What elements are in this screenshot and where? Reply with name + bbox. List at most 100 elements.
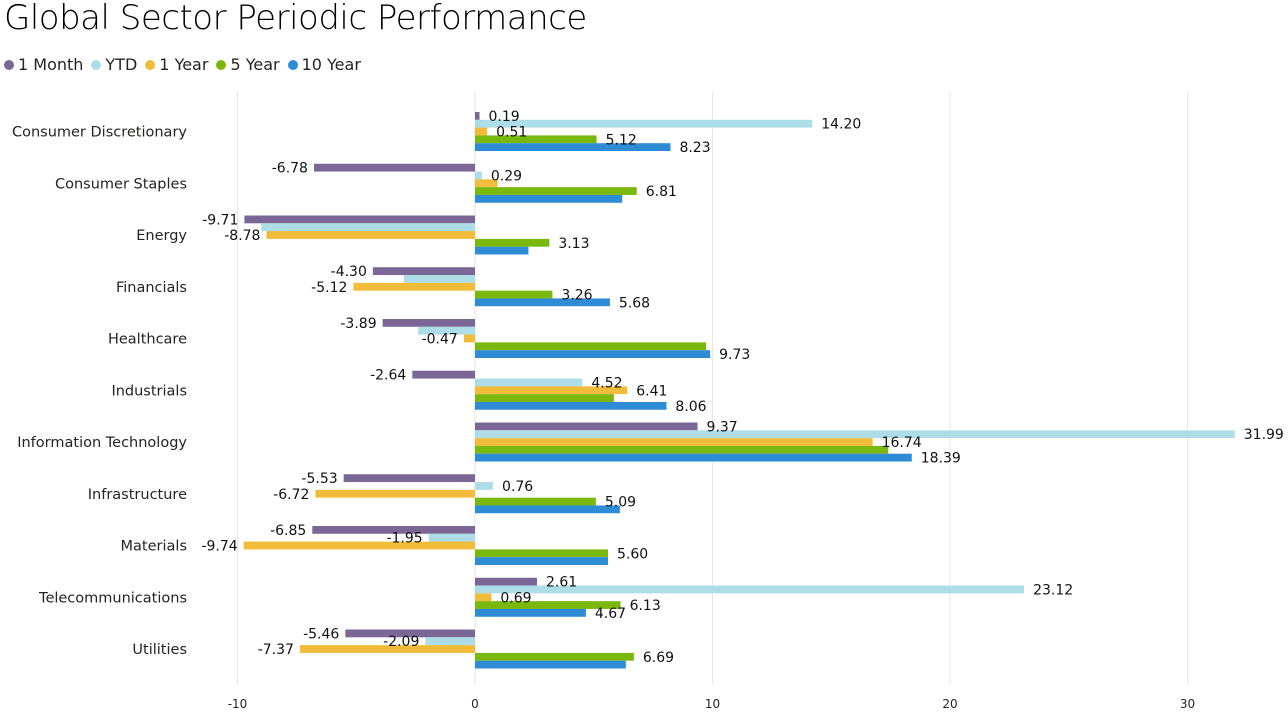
bar[interactable]	[475, 660, 626, 669]
bar[interactable]	[475, 378, 583, 387]
bar[interactable]	[475, 342, 707, 351]
category-label: Telecommunications	[38, 590, 187, 606]
bar[interactable]	[475, 438, 873, 446]
bar[interactable]	[345, 629, 475, 638]
category-label: Consumer Staples	[55, 176, 187, 192]
bar[interactable]	[475, 290, 553, 299]
bar[interactable]	[418, 326, 475, 335]
bar[interactable]	[475, 601, 621, 609]
bar[interactable]	[475, 430, 1235, 439]
bar[interactable]	[475, 608, 586, 617]
bar[interactable]	[475, 238, 550, 247]
bar[interactable]	[299, 645, 475, 653]
bar[interactable]	[475, 386, 628, 395]
data-label: -3.89	[340, 316, 376, 332]
x-tick-label: 10	[705, 697, 720, 711]
data-label: 23.12	[1033, 582, 1073, 598]
category-label: Financials	[116, 280, 187, 296]
category-label: Consumer Discretionary	[12, 125, 187, 141]
bar[interactable]	[475, 135, 597, 144]
bar[interactable]	[266, 231, 475, 239]
bar[interactable]	[475, 298, 610, 307]
data-label: 3.26	[561, 288, 592, 304]
bar[interactable]	[475, 127, 488, 136]
legend-marker-1-year	[145, 59, 156, 70]
data-label: -6.78	[272, 161, 308, 177]
bar[interactable]	[475, 549, 608, 558]
category-label: Utilities	[132, 642, 187, 658]
bar[interactable]	[475, 194, 623, 203]
legend-item-1-year[interactable]: 1 Year	[145, 55, 208, 74]
bar[interactable]	[475, 585, 1025, 594]
category-label: Energy	[136, 228, 187, 244]
bar[interactable]	[475, 557, 608, 565]
data-label: 5.12	[606, 132, 637, 148]
legend-item-5-year[interactable]: 5 Year	[216, 55, 280, 74]
legend-item-10-year[interactable]: 10 Year	[287, 55, 361, 74]
bar[interactable]	[353, 282, 475, 291]
bar[interactable]	[343, 474, 475, 483]
data-label: 4.52	[591, 375, 622, 391]
data-label: 0.19	[489, 109, 520, 125]
data-label: -2.64	[370, 368, 406, 384]
data-label: -9.71	[202, 212, 238, 228]
bar[interactable]	[475, 505, 620, 514]
bar[interactable]	[475, 652, 634, 661]
legend-label-1-month: 1 Month	[18, 55, 84, 74]
legend-marker-1-month	[4, 59, 14, 70]
data-label: 5.68	[619, 295, 650, 311]
bar[interactable]	[425, 637, 475, 646]
data-label: 0.76	[502, 479, 533, 495]
data-label: 6.41	[636, 383, 667, 399]
data-label: -6.72	[273, 487, 309, 503]
legend-item-1-month[interactable]: 1 Month	[4, 55, 83, 74]
bar[interactable]	[475, 453, 912, 462]
bar[interactable]	[475, 593, 492, 602]
bar[interactable]	[382, 319, 475, 327]
legend-item-ytd[interactable]: YTD	[91, 55, 137, 74]
bar[interactable]	[428, 533, 475, 542]
bar[interactable]	[313, 163, 475, 172]
bar[interactable]	[463, 334, 475, 343]
data-label: 16.74	[882, 435, 922, 451]
category-label: Information Technology	[17, 435, 187, 451]
bar[interactable]	[244, 215, 475, 224]
bar[interactable]	[475, 497, 596, 506]
bar[interactable]	[475, 171, 482, 180]
bar[interactable]	[475, 143, 671, 151]
bar[interactable]	[372, 267, 475, 276]
bar[interactable]	[403, 275, 475, 283]
data-label: 3.13	[558, 236, 589, 252]
bar[interactable]	[475, 187, 637, 195]
data-label: 0.69	[500, 590, 531, 606]
bar[interactable]	[475, 246, 529, 255]
bar[interactable]	[475, 401, 667, 410]
bar[interactable]	[475, 482, 494, 490]
bar[interactable]	[475, 577, 537, 586]
bar[interactable]	[412, 370, 475, 379]
bar[interactable]	[475, 119, 813, 128]
category-label: Industrials	[111, 383, 187, 399]
bar[interactable]	[475, 394, 614, 402]
chart-title: Global Sector Periodic Performance	[4, 0, 587, 38]
bar[interactable]	[243, 541, 475, 550]
legend: 1 Month YTD 1 Year 5 Year 10 Year	[4, 55, 369, 74]
category-label: Infrastructure	[88, 487, 187, 503]
data-label: -2.09	[383, 634, 419, 650]
data-label: 9.37	[707, 419, 738, 435]
data-label: -0.47	[422, 332, 458, 348]
x-tick-label: 20	[942, 697, 957, 711]
legend-label-ytd: YTD	[105, 55, 138, 74]
bar[interactable]	[475, 445, 889, 454]
data-label: 0.29	[491, 168, 522, 184]
bar[interactable]	[475, 422, 698, 431]
data-label: 0.51	[496, 125, 527, 141]
bar[interactable]	[261, 223, 475, 232]
bar[interactable]	[312, 526, 475, 534]
bar[interactable]	[475, 112, 480, 120]
bar[interactable]	[315, 489, 475, 498]
bar[interactable]	[475, 179, 498, 188]
data-label: -5.46	[303, 626, 339, 642]
data-label: 6.13	[630, 598, 661, 614]
bar[interactable]	[475, 350, 711, 358]
